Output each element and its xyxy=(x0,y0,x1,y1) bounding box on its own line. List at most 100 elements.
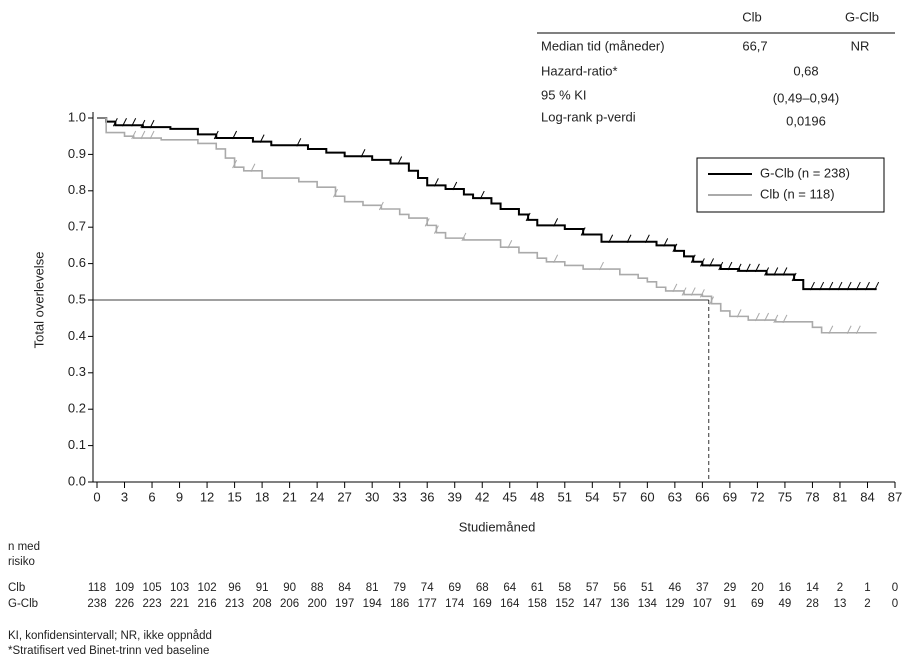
y-tick-label: 0.9 xyxy=(68,146,86,161)
risk-count: 91 xyxy=(256,582,269,594)
risk-count: 14 xyxy=(806,582,819,594)
censor-mark xyxy=(296,138,302,147)
censor-mark xyxy=(149,119,155,129)
censor-mark xyxy=(754,312,760,322)
censor-mark xyxy=(672,283,678,293)
y-tick-label: 0.3 xyxy=(68,364,86,379)
censor-mark xyxy=(232,130,238,140)
censor-mark xyxy=(865,281,870,291)
censor-mark xyxy=(764,267,770,276)
table-label: 95 % KI xyxy=(541,87,587,102)
censor-mark xyxy=(452,181,458,191)
censor-mark xyxy=(773,267,779,276)
survival-curve xyxy=(97,117,877,291)
risk-count: 64 xyxy=(503,582,516,594)
x-tick-label: 51 xyxy=(558,489,572,504)
x-tick-label: 78 xyxy=(805,489,819,504)
y-tick-label: 1.0 xyxy=(68,109,86,124)
x-tick-label: 48 xyxy=(530,489,544,504)
censor-mark xyxy=(810,281,815,291)
censor-mark xyxy=(424,218,430,227)
table-label: Median tid (måneder) xyxy=(541,38,665,53)
x-tick-label: 63 xyxy=(668,489,682,504)
censor-mark xyxy=(599,261,604,271)
x-tick-label: 0 xyxy=(93,489,100,504)
censor-mark xyxy=(378,201,384,211)
censor-mark xyxy=(259,134,265,143)
censor-mark xyxy=(855,325,861,334)
censor-mark xyxy=(754,263,760,273)
risk-title: n med xyxy=(8,541,40,553)
x-tick-label: 15 xyxy=(227,489,241,504)
risk-count: 74 xyxy=(421,582,434,594)
censor-mark xyxy=(690,254,696,264)
censor-mark xyxy=(525,212,531,222)
censor-mark xyxy=(709,258,714,267)
censor-mark xyxy=(846,325,852,334)
risk-count: 1 xyxy=(864,582,870,594)
risk-count: 107 xyxy=(693,598,712,610)
censor-mark xyxy=(580,227,586,236)
table-cell: 0,68 xyxy=(793,63,818,78)
y-tick-label: 0.0 xyxy=(68,473,86,488)
y-axis-label: Total overlevelse xyxy=(31,252,46,349)
x-tick-label: 84 xyxy=(860,489,874,504)
censor-mark xyxy=(250,163,256,173)
x-tick-label: 72 xyxy=(750,489,764,504)
censor-mark xyxy=(699,258,705,267)
risk-count: 2 xyxy=(864,598,870,610)
risk-count: 61 xyxy=(531,582,544,594)
risk-row-label: G-Clb xyxy=(8,598,38,610)
risk-count: 200 xyxy=(308,598,327,610)
censor-mark xyxy=(644,234,650,243)
x-tick-label: 9 xyxy=(176,489,183,504)
table-label: Hazard-ratio* xyxy=(541,63,618,78)
censor-mark xyxy=(140,119,146,129)
risk-count: 69 xyxy=(751,598,764,610)
table-header: G-Clb xyxy=(845,9,879,24)
x-tick-label: 33 xyxy=(392,489,406,504)
x-tick-label: 12 xyxy=(200,489,214,504)
x-tick-label: 27 xyxy=(337,489,351,504)
censor-mark xyxy=(828,325,834,334)
censor-mark xyxy=(397,156,403,165)
censor-mark xyxy=(608,234,614,243)
x-tick-label: 66 xyxy=(695,489,709,504)
censor-mark xyxy=(112,118,118,127)
censor-mark xyxy=(433,225,439,234)
table-label: Log-rank p-verdi xyxy=(541,109,636,124)
censor-mark xyxy=(626,234,632,243)
censor-mark xyxy=(773,314,779,324)
censor-mark xyxy=(479,190,485,200)
risk-count: 84 xyxy=(338,582,351,594)
risk-count: 109 xyxy=(115,582,134,594)
risk-count: 147 xyxy=(583,598,602,610)
risk-count: 213 xyxy=(225,598,244,610)
censor-mark xyxy=(149,130,155,140)
x-tick-label: 87 xyxy=(888,489,902,504)
risk-count: 16 xyxy=(779,582,792,594)
legend-box xyxy=(696,157,885,213)
risk-count: 37 xyxy=(696,582,709,594)
censor-mark xyxy=(122,118,127,127)
table-cell: (0,49–0,94) xyxy=(773,90,840,105)
censor-mark xyxy=(709,296,714,305)
risk-count: 194 xyxy=(363,598,383,610)
risk-count: 46 xyxy=(668,582,681,594)
censor-mark xyxy=(672,243,678,253)
risk-count: 216 xyxy=(197,598,216,610)
x-tick-label: 75 xyxy=(778,489,792,504)
censor-mark xyxy=(461,232,467,242)
censor-mark xyxy=(736,309,742,318)
y-tick-label: 0.4 xyxy=(68,328,86,343)
risk-count: 208 xyxy=(253,598,272,610)
risk-count: 136 xyxy=(610,598,629,610)
risk-count: 81 xyxy=(366,582,379,594)
risk-count: 57 xyxy=(586,582,599,594)
x-tick-label: 24 xyxy=(310,489,324,504)
risk-count: 174 xyxy=(445,598,465,610)
legend-label: G-Clb (n = 238) xyxy=(760,165,850,180)
censor-mark xyxy=(846,281,852,291)
risk-count: 91 xyxy=(723,598,736,610)
